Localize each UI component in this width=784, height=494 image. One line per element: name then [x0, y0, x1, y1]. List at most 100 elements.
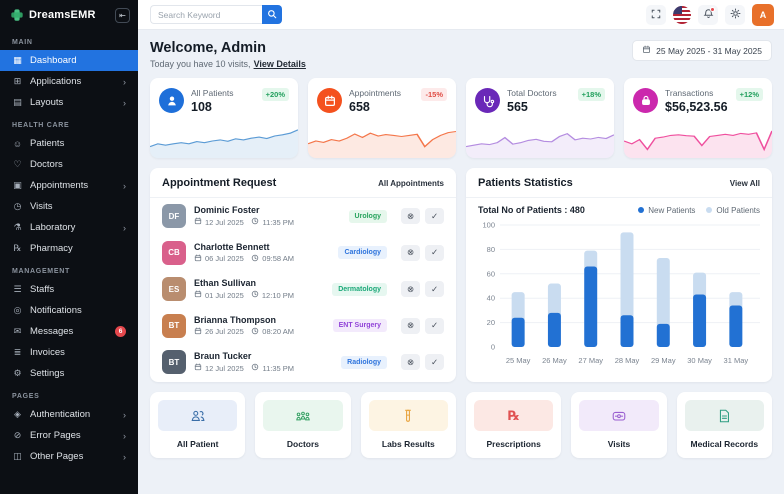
sidebar-item-pharmacy[interactable]: ℞ Pharmacy	[0, 238, 138, 259]
appointment-row: BT Braun Tucker 12 Jul 2025 11:35 PM Radiolo…	[150, 344, 456, 381]
quick-link-prescriptions[interactable]: ℞ Prescriptions	[466, 392, 562, 458]
svg-text:29 May: 29 May	[651, 356, 676, 365]
clock-icon	[251, 363, 259, 373]
clock-icon	[251, 217, 259, 227]
specialty-badge: Urology	[348, 209, 387, 223]
user-avatar[interactable]: A	[752, 3, 774, 26]
legend-item-new-patients[interactable]: New Patients	[638, 206, 695, 215]
quick-link-label: Labs Results	[381, 439, 435, 449]
appointments-icon: ▣	[13, 180, 22, 190]
accept-appointment-button[interactable]: ✓	[425, 244, 444, 261]
sidebar-item-error-pages[interactable]: ⊘ Error Pages ›	[0, 425, 138, 446]
clock-icon	[251, 290, 259, 300]
view-all-link[interactable]: View All	[729, 178, 760, 188]
reject-appointment-button[interactable]: ⊗	[401, 244, 420, 261]
sidebar-collapse-button[interactable]: ⇤	[115, 7, 130, 23]
sidebar-item-label: Error Pages	[30, 430, 81, 441]
language-flag-icon[interactable]	[673, 5, 691, 24]
fullscreen-icon	[651, 7, 661, 22]
fullscreen-button[interactable]	[646, 4, 666, 25]
all-appointments-link[interactable]: All Appointments	[378, 178, 444, 188]
reject-appointment-button[interactable]: ⊗	[401, 208, 420, 225]
sidebar-item-label: Visits	[30, 201, 53, 212]
sidebar-item-settings[interactable]: ⚙ Settings	[0, 363, 138, 384]
sidebar-item-notifications[interactable]: ◎ Notifications	[0, 300, 138, 321]
quick-link-doctors[interactable]: Doctors	[255, 392, 351, 458]
svg-text:28 May: 28 May	[615, 356, 640, 365]
sidebar-item-doctors[interactable]: ♡ Doctors	[0, 154, 138, 175]
accept-appointment-button[interactable]: ✓	[425, 317, 444, 334]
accept-appointment-button[interactable]: ✓	[425, 281, 444, 298]
appointment-date: 12 Jul 2025	[205, 217, 244, 227]
dashboard-icon: ▦	[13, 55, 22, 65]
sidebar-item-invoices[interactable]: ≣ Invoices	[0, 342, 138, 363]
sidebar-item-staffs[interactable]: ☰ Staffs	[0, 279, 138, 300]
reject-appointment-button[interactable]: ⊗	[401, 317, 420, 334]
svg-text:30 May: 30 May	[687, 356, 712, 365]
appointment-row: ES Ethan Sullivan 01 Jul 2025 12:10 PM Derma…	[150, 271, 456, 308]
notifications-button[interactable]	[698, 4, 718, 25]
sidebar-item-messages[interactable]: ✉ Messages 6	[0, 321, 138, 342]
stat-label: Total Doctors	[507, 88, 557, 98]
sidebar-section-label: MAIN	[12, 39, 33, 46]
sidebar-item-laboratory[interactable]: ⚗ Laboratory ›	[0, 217, 138, 238]
notification-dot	[710, 6, 715, 12]
quick-link-all-patient[interactable]: All Patient	[150, 392, 246, 458]
appointment-list: DF Dominic Foster 12 Jul 2025 11:35 PM Urolo…	[150, 198, 456, 381]
accept-appointment-button[interactable]: ✓	[425, 354, 444, 371]
sidebar-item-authentication[interactable]: ◈ Authentication ›	[0, 404, 138, 425]
theme-toggle-button[interactable]	[725, 4, 745, 25]
trend-sparkline	[150, 129, 298, 158]
sidebar-item-dashboard[interactable]: ▦ Dashboard	[0, 50, 138, 71]
sidebar-item-label: Other Pages	[30, 451, 84, 462]
legend-dot	[706, 207, 713, 213]
page-title: Welcome, Admin	[150, 40, 267, 56]
search-button[interactable]	[262, 5, 282, 24]
quick-link-labs-results[interactable]: Labs Results	[360, 392, 456, 458]
specialty-badge: Cardiology	[338, 246, 387, 260]
sidebar-item-label: Layouts	[30, 97, 64, 108]
sidebar-item-patients[interactable]: ☺ Patients	[0, 133, 138, 154]
test-tube-icon	[368, 400, 448, 431]
total-patients-label: Total No of Patients : 480	[478, 205, 585, 215]
calendar-icon	[194, 217, 202, 227]
prescription-icon: ℞	[474, 400, 554, 431]
appointment-time: 09:58 AM	[262, 254, 294, 264]
legend-item-old-patients[interactable]: Old Patients	[706, 206, 760, 215]
appointment-request-panel: Appointment Request All Appointments DF D…	[150, 168, 456, 382]
document-icon	[684, 400, 764, 431]
chevron-right-icon: ›	[123, 76, 126, 87]
quick-link-label: Doctors	[286, 439, 320, 449]
quick-link-medical-records[interactable]: Medical Records	[676, 392, 772, 458]
stat-value: 108	[191, 100, 212, 114]
calendar-icon	[194, 327, 202, 337]
search-bar	[150, 5, 282, 24]
accept-appointment-button[interactable]: ✓	[425, 208, 444, 225]
patient-avatar: BT	[162, 350, 186, 375]
chart-legend: New Patients Old Patients	[638, 206, 760, 215]
applications-icon: ⊞	[13, 76, 22, 86]
reject-appointment-button[interactable]: ⊗	[401, 281, 420, 298]
quick-link-visits[interactable]: Visits	[571, 392, 667, 458]
appointment-row: CB Charlotte Bennett 06 Jul 2025 09:58 AM Ca…	[150, 235, 456, 272]
appointment-time: 11:35 PM	[262, 363, 294, 373]
view-details-link[interactable]: View Details	[253, 59, 306, 69]
statistics-panel-header: Patients Statistics View All	[466, 168, 772, 198]
search-input[interactable]	[150, 5, 262, 24]
sidebar-item-appointments[interactable]: ▣ Appointments ›	[0, 175, 138, 196]
invoices-icon: ≣	[13, 347, 22, 357]
sidebar-item-layouts[interactable]: ▤ Layouts ›	[0, 92, 138, 113]
specialty-badge: ENT Surgery	[332, 319, 387, 333]
calendar-icon	[194, 290, 202, 300]
sidebar-section-label: MANAGEMENT	[12, 268, 70, 275]
notifications-icon: ◎	[13, 305, 22, 315]
sidebar-item-other-pages[interactable]: ◫ Other Pages ›	[0, 446, 138, 467]
appointment-panel-title: Appointment Request	[162, 177, 277, 189]
patient-avatar: DF	[162, 204, 186, 229]
error-pages-icon: ⊘	[13, 430, 22, 440]
sidebar-item-visits[interactable]: ◷ Visits	[0, 196, 138, 217]
appointment-time: 11:35 PM	[262, 217, 294, 227]
sidebar-item-applications[interactable]: ⊞ Applications ›	[0, 71, 138, 92]
reject-appointment-button[interactable]: ⊗	[401, 354, 420, 371]
date-range-picker[interactable]: 25 May 2025 - 31 May 2025	[632, 40, 772, 61]
